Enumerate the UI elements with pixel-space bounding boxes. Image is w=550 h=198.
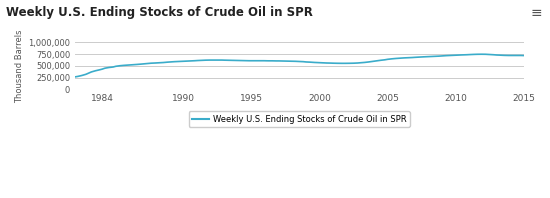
Text: ≡: ≡ xyxy=(530,6,542,20)
Legend: Weekly U.S. Ending Stocks of Crude Oil in SPR: Weekly U.S. Ending Stocks of Crude Oil i… xyxy=(189,111,410,127)
Text: Weekly U.S. Ending Stocks of Crude Oil in SPR: Weekly U.S. Ending Stocks of Crude Oil i… xyxy=(6,6,312,19)
Y-axis label: Thousand Barrels: Thousand Barrels xyxy=(15,29,24,103)
